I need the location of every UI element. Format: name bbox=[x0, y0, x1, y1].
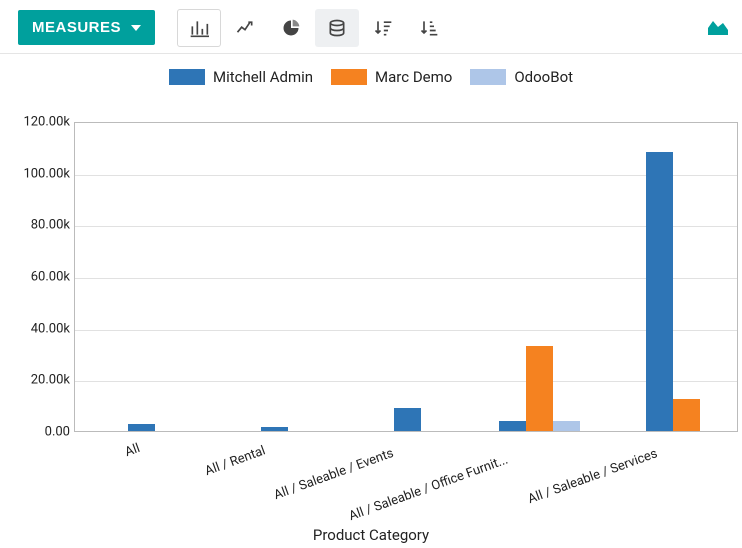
chart-icon-group bbox=[177, 9, 451, 47]
legend-item[interactable]: Mitchell Admin bbox=[169, 68, 313, 86]
gridline bbox=[75, 175, 737, 176]
measures-button[interactable]: MEASURES bbox=[18, 10, 155, 45]
legend-item[interactable]: Marc Demo bbox=[331, 68, 452, 86]
gridline bbox=[75, 278, 737, 279]
y-tick-label: 20.00k bbox=[10, 373, 70, 388]
plot-area bbox=[74, 122, 738, 432]
x-tick-label: All / Saleable / Services bbox=[526, 446, 660, 507]
y-tick-label: 80.00k bbox=[10, 218, 70, 233]
y-tick-label: 100.00k bbox=[10, 166, 70, 181]
legend-label: Marc Demo bbox=[375, 68, 452, 86]
bar[interactable] bbox=[553, 421, 580, 431]
y-tick-label: 0.00 bbox=[10, 425, 70, 440]
legend-swatch bbox=[169, 69, 205, 85]
bar[interactable] bbox=[646, 152, 673, 431]
bar[interactable] bbox=[261, 427, 288, 431]
x-tick-label: All bbox=[123, 441, 142, 460]
line-chart-icon[interactable] bbox=[223, 9, 267, 47]
legend-swatch bbox=[331, 69, 367, 85]
bar[interactable] bbox=[394, 408, 421, 431]
toolbar: MEASURES bbox=[0, 0, 742, 54]
y-tick-label: 60.00k bbox=[10, 270, 70, 285]
legend-item[interactable]: OdooBot bbox=[470, 68, 573, 86]
x-tick-label: All / Saleable / Events bbox=[272, 446, 396, 503]
x-axis-label: Product Category bbox=[0, 526, 742, 544]
legend-swatch bbox=[470, 69, 506, 85]
sort-desc-icon[interactable] bbox=[361, 9, 405, 47]
area-chart-icon[interactable] bbox=[706, 15, 730, 41]
pie-chart-icon[interactable] bbox=[269, 9, 313, 47]
bar-chart-icon[interactable] bbox=[177, 9, 221, 47]
bar[interactable] bbox=[526, 346, 553, 431]
sort-asc-icon[interactable] bbox=[407, 9, 451, 47]
measures-label: MEASURES bbox=[32, 19, 121, 36]
bar[interactable] bbox=[499, 421, 526, 431]
chart: Mitchell Admin Marc Demo OdooBot 0.00 20.00… bbox=[0, 68, 742, 548]
gridline bbox=[75, 330, 737, 331]
bar[interactable] bbox=[673, 399, 700, 431]
stack-icon[interactable] bbox=[315, 9, 359, 47]
gridline bbox=[75, 226, 737, 227]
gridline bbox=[75, 381, 737, 382]
caret-down-icon bbox=[131, 25, 141, 31]
y-tick-label: 40.00k bbox=[10, 321, 70, 336]
legend-label: OdooBot bbox=[514, 68, 573, 86]
legend-label: Mitchell Admin bbox=[213, 68, 313, 86]
bar[interactable] bbox=[128, 424, 155, 431]
legend: Mitchell Admin Marc Demo OdooBot bbox=[0, 68, 742, 86]
y-tick-label: 120.00k bbox=[10, 115, 70, 130]
x-tick-label: All / Rental bbox=[203, 444, 268, 480]
